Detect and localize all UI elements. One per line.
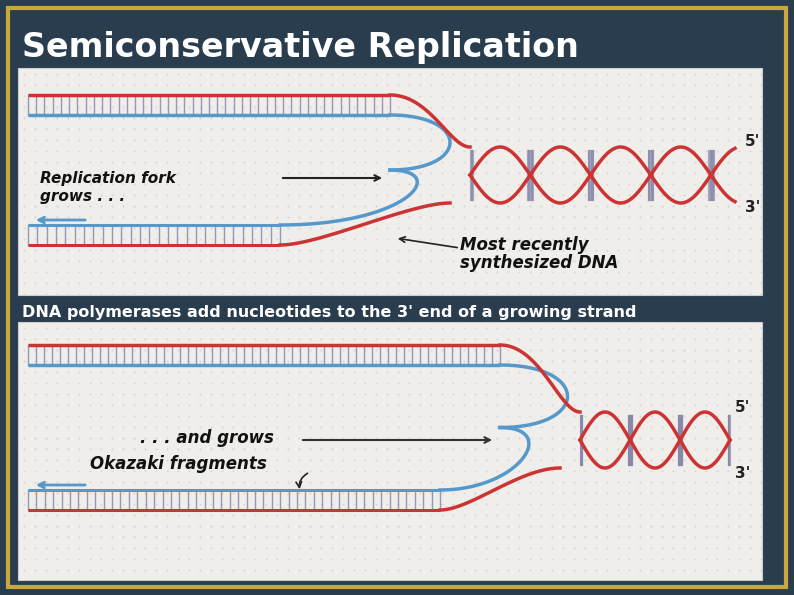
Text: Most recently: Most recently [460, 236, 588, 254]
Bar [18, 322, 762, 580]
Text: DNA polymerases add nucleotides to the 3' end of a growing strand: DNA polymerases add nucleotides to the 3… [22, 305, 637, 320]
Text: Okazaki fragments: Okazaki fragments [90, 455, 267, 473]
Text: . . . and grows: . . . and grows [140, 429, 274, 447]
Text: synthesized DNA: synthesized DNA [460, 254, 619, 272]
Text: Semiconservative Replication: Semiconservative Replication [22, 32, 579, 64]
Bar [18, 68, 762, 295]
Text: Replication fork: Replication fork [40, 171, 176, 186]
Text: 3': 3' [735, 465, 750, 481]
Text: 3': 3' [745, 201, 761, 215]
Text: grows . . .: grows . . . [40, 189, 125, 203]
Text: 5': 5' [735, 399, 750, 415]
Text: 5': 5' [745, 134, 761, 149]
